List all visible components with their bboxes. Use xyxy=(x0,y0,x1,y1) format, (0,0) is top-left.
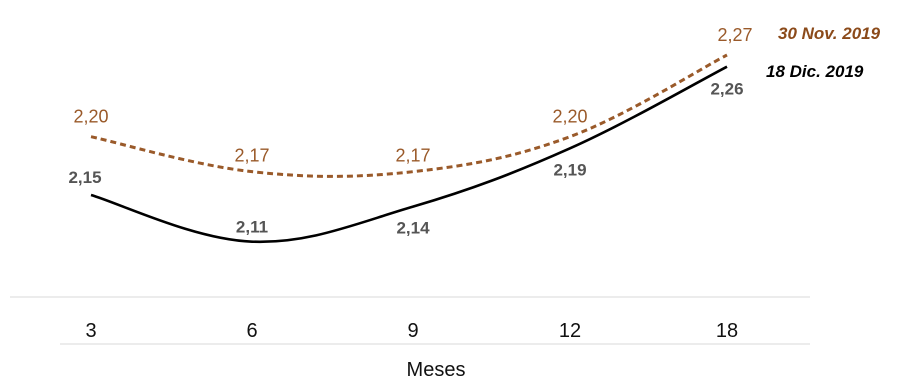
data-label-series-1-point-4: 2,20 xyxy=(552,107,587,127)
data-label-series-1-point-1: 2,20 xyxy=(73,107,108,127)
data-label-series-1-point-5: 2,27 xyxy=(717,25,752,45)
x-axis-label: Meses xyxy=(407,359,466,378)
data-label-series-2-point-4: 2,19 xyxy=(553,160,586,179)
x-ticks-layer: 3 6 9 12 18 xyxy=(85,320,738,342)
x-tick-label-1: 3 xyxy=(85,320,96,342)
x-tick-label-2: 6 xyxy=(246,320,257,342)
data-label-series-1-point-2: 2,17 xyxy=(234,146,269,166)
data-labels-layer: 2,20 2,17 2,17 2,20 2,27 2,15 2,11 2,14 2,19 2,26 xyxy=(68,25,752,238)
series-layer xyxy=(90,53,728,244)
legend-series-2: 18 Dic. 2019 xyxy=(766,62,864,81)
data-label-series-2-point-5: 2,26 xyxy=(710,80,743,99)
series-line-1 xyxy=(90,53,728,178)
x-tick-label-3: 9 xyxy=(407,320,418,342)
data-label-series-2-point-2: 2,11 xyxy=(236,218,268,237)
series-line-2 xyxy=(90,65,728,244)
x-tick-label-5: 18 xyxy=(716,320,738,342)
x-tick-label-4: 12 xyxy=(559,320,581,342)
legend-series-1: 30 Nov. 2019 xyxy=(778,24,881,43)
data-label-series-2-point-1: 2,15 xyxy=(68,168,101,187)
data-label-series-2-point-3: 2,14 xyxy=(396,219,430,238)
data-label-series-1-point-3: 2,17 xyxy=(395,146,430,166)
